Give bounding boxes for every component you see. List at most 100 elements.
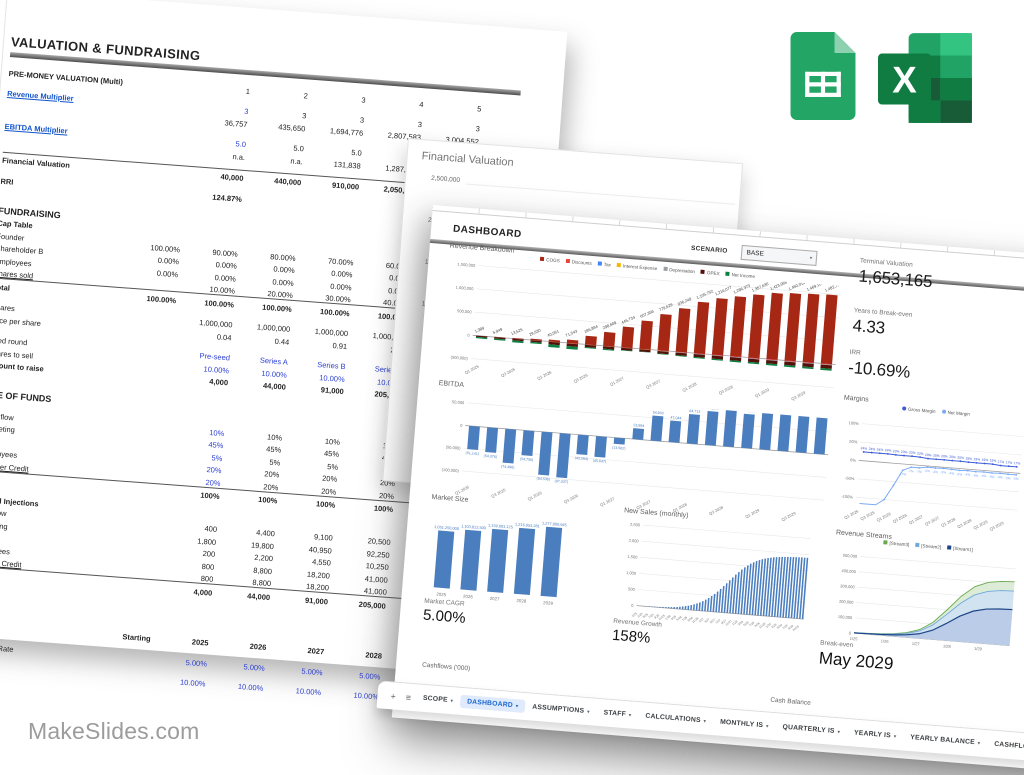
svg-text:Q1 2026: Q1 2026 bbox=[876, 511, 893, 523]
svg-text:-4%: -4% bbox=[997, 475, 1003, 479]
svg-text:-7%: -7% bbox=[908, 469, 914, 473]
svg-text:-17%: -17% bbox=[898, 472, 906, 477]
cell: 2025 bbox=[150, 634, 209, 647]
svg-text:Q3 2025: Q3 2025 bbox=[859, 510, 876, 522]
svg-text:17%: 17% bbox=[1014, 461, 1021, 466]
cell: 435,650 bbox=[247, 120, 306, 133]
tab-monthly-is[interactable]: MONTHLY IS▾ bbox=[713, 715, 776, 733]
cell bbox=[134, 87, 192, 91]
cell: 44,000 bbox=[212, 588, 271, 601]
svg-text:607,356: 607,356 bbox=[639, 308, 655, 319]
legend-swatch-icon bbox=[915, 543, 919, 547]
cell: 910,000 bbox=[301, 178, 360, 191]
cell: 440,000 bbox=[243, 174, 302, 187]
scenario-value: BASE bbox=[746, 249, 764, 257]
kpi-years-to-break-even: Years to Break-even 4.33 bbox=[852, 307, 913, 341]
tab-dashboard[interactable]: DASHBOARD▾ bbox=[460, 695, 526, 713]
cell bbox=[132, 120, 190, 124]
svg-text:(54,756): (54,756) bbox=[520, 457, 534, 462]
svg-text:1,105,752: 1,105,752 bbox=[696, 288, 715, 300]
svg-text:20%: 20% bbox=[957, 455, 964, 460]
svg-text:23%: 23% bbox=[893, 449, 900, 454]
svg-text:1,051,250,000: 1,051,250,000 bbox=[434, 524, 460, 531]
svg-text:(43,094): (43,094) bbox=[575, 456, 589, 461]
row-label: Risk-free Rate bbox=[0, 641, 92, 659]
svg-text:Q1 2025: Q1 2025 bbox=[454, 484, 471, 496]
svg-text:-4%: -4% bbox=[981, 474, 987, 478]
cell: 205,000 bbox=[328, 597, 387, 610]
svg-text:Q1 2027: Q1 2027 bbox=[908, 513, 925, 525]
svg-text:(13,582): (13,582) bbox=[612, 446, 626, 451]
row-label bbox=[0, 629, 92, 638]
row-label bbox=[3, 143, 129, 152]
scenario-dropdown[interactable]: BASE ▾ bbox=[741, 245, 818, 266]
cell: 131,838 bbox=[303, 157, 362, 170]
tab-staff[interactable]: STAFF▾ bbox=[596, 706, 639, 722]
svg-text:0: 0 bbox=[460, 423, 463, 428]
svg-text:Q3 2029: Q3 2029 bbox=[790, 390, 807, 402]
tab-yearly-is[interactable]: YEARLY IS▾ bbox=[847, 726, 904, 743]
svg-text:20%: 20% bbox=[941, 454, 948, 459]
cell: 4 bbox=[365, 95, 424, 108]
svg-text:1,000: 1,000 bbox=[626, 570, 637, 576]
cell: 2026 bbox=[208, 639, 267, 652]
svg-text:Q1 2029: Q1 2029 bbox=[754, 387, 771, 399]
all-sheets-menu-icon[interactable]: ≡ bbox=[405, 692, 411, 702]
cashflows-label: Cashflows ('000) bbox=[422, 662, 471, 673]
svg-text:Q3 2026: Q3 2026 bbox=[892, 512, 909, 524]
cell: 5.00% bbox=[264, 663, 323, 676]
svg-text:500,000: 500,000 bbox=[843, 553, 859, 559]
cell: 40,000 bbox=[185, 170, 244, 183]
cell: 2028 bbox=[324, 647, 383, 660]
legend-swatch-icon bbox=[725, 272, 729, 276]
svg-text:(45,647): (45,647) bbox=[593, 459, 607, 464]
cell: 10.00% bbox=[321, 688, 380, 701]
cell: 91,000 bbox=[270, 593, 329, 606]
cash-balance-label: Cash Balance bbox=[770, 697, 811, 707]
cell: 2027 bbox=[266, 643, 325, 656]
svg-text:1,357,630: 1,357,630 bbox=[751, 281, 770, 293]
caption-value: 5.00% bbox=[422, 607, 466, 627]
kpi-terminal-valuation: Terminal Valuation 1,653,165 bbox=[858, 257, 934, 292]
add-sheet-button[interactable]: + bbox=[390, 691, 396, 701]
svg-text:23%: 23% bbox=[909, 450, 916, 455]
svg-text:0%: 0% bbox=[850, 457, 857, 462]
cell: 100.00% bbox=[291, 304, 350, 317]
tab-calculations[interactable]: CALCULATIONS▾ bbox=[638, 709, 714, 728]
kpi-value: 1,653,165 bbox=[858, 266, 933, 292]
cell bbox=[264, 420, 318, 424]
tab-cashflow[interactable]: CASHFLOW▾ bbox=[987, 737, 1024, 755]
tab-yearly-balance[interactable]: YEARLY BALANCE▾ bbox=[903, 730, 988, 750]
cell bbox=[91, 659, 149, 663]
cell bbox=[303, 634, 357, 638]
svg-text:19%: 19% bbox=[981, 458, 988, 463]
svg-text:Q3 2028: Q3 2028 bbox=[718, 384, 735, 396]
svg-text:-5%: -5% bbox=[956, 472, 962, 476]
svg-text:500: 500 bbox=[628, 586, 636, 592]
cell: 44,000 bbox=[228, 378, 287, 391]
svg-text:-4%: -4% bbox=[948, 471, 954, 475]
tab-scope[interactable]: SCOPE▾ bbox=[415, 691, 460, 708]
cell: Starting bbox=[92, 630, 151, 643]
excel-icon: X bbox=[878, 32, 976, 124]
svg-text:X: X bbox=[892, 59, 917, 100]
svg-text:20%: 20% bbox=[925, 453, 932, 458]
dashboard-title: DASHBOARD bbox=[453, 224, 522, 240]
row-number: 3 bbox=[0, 15, 5, 38]
svg-text:Q1 2028: Q1 2028 bbox=[681, 381, 698, 393]
cell: 1,694,776 bbox=[305, 124, 364, 137]
svg-text:24%: 24% bbox=[860, 446, 867, 451]
svg-text:13,525: 13,525 bbox=[510, 326, 524, 336]
scenario-label: SCENARIO bbox=[691, 245, 728, 255]
chevron-down-icon: ▾ bbox=[837, 729, 840, 735]
svg-text:Q1 2026: Q1 2026 bbox=[536, 369, 553, 381]
svg-text:1,389: 1,389 bbox=[474, 325, 486, 334]
tab-assumptions[interactable]: ASSUMPTIONS▾ bbox=[525, 700, 597, 719]
cell: 0.44 bbox=[231, 333, 290, 346]
chevron-down-icon: ▾ bbox=[766, 723, 769, 729]
svg-text:19%: 19% bbox=[989, 458, 996, 463]
tab-quarterly-is[interactable]: QUARTERLY IS▾ bbox=[775, 720, 848, 739]
cell bbox=[115, 333, 173, 337]
row-number: 4 bbox=[0, 36, 3, 59]
cell: 100.00% bbox=[234, 300, 293, 313]
